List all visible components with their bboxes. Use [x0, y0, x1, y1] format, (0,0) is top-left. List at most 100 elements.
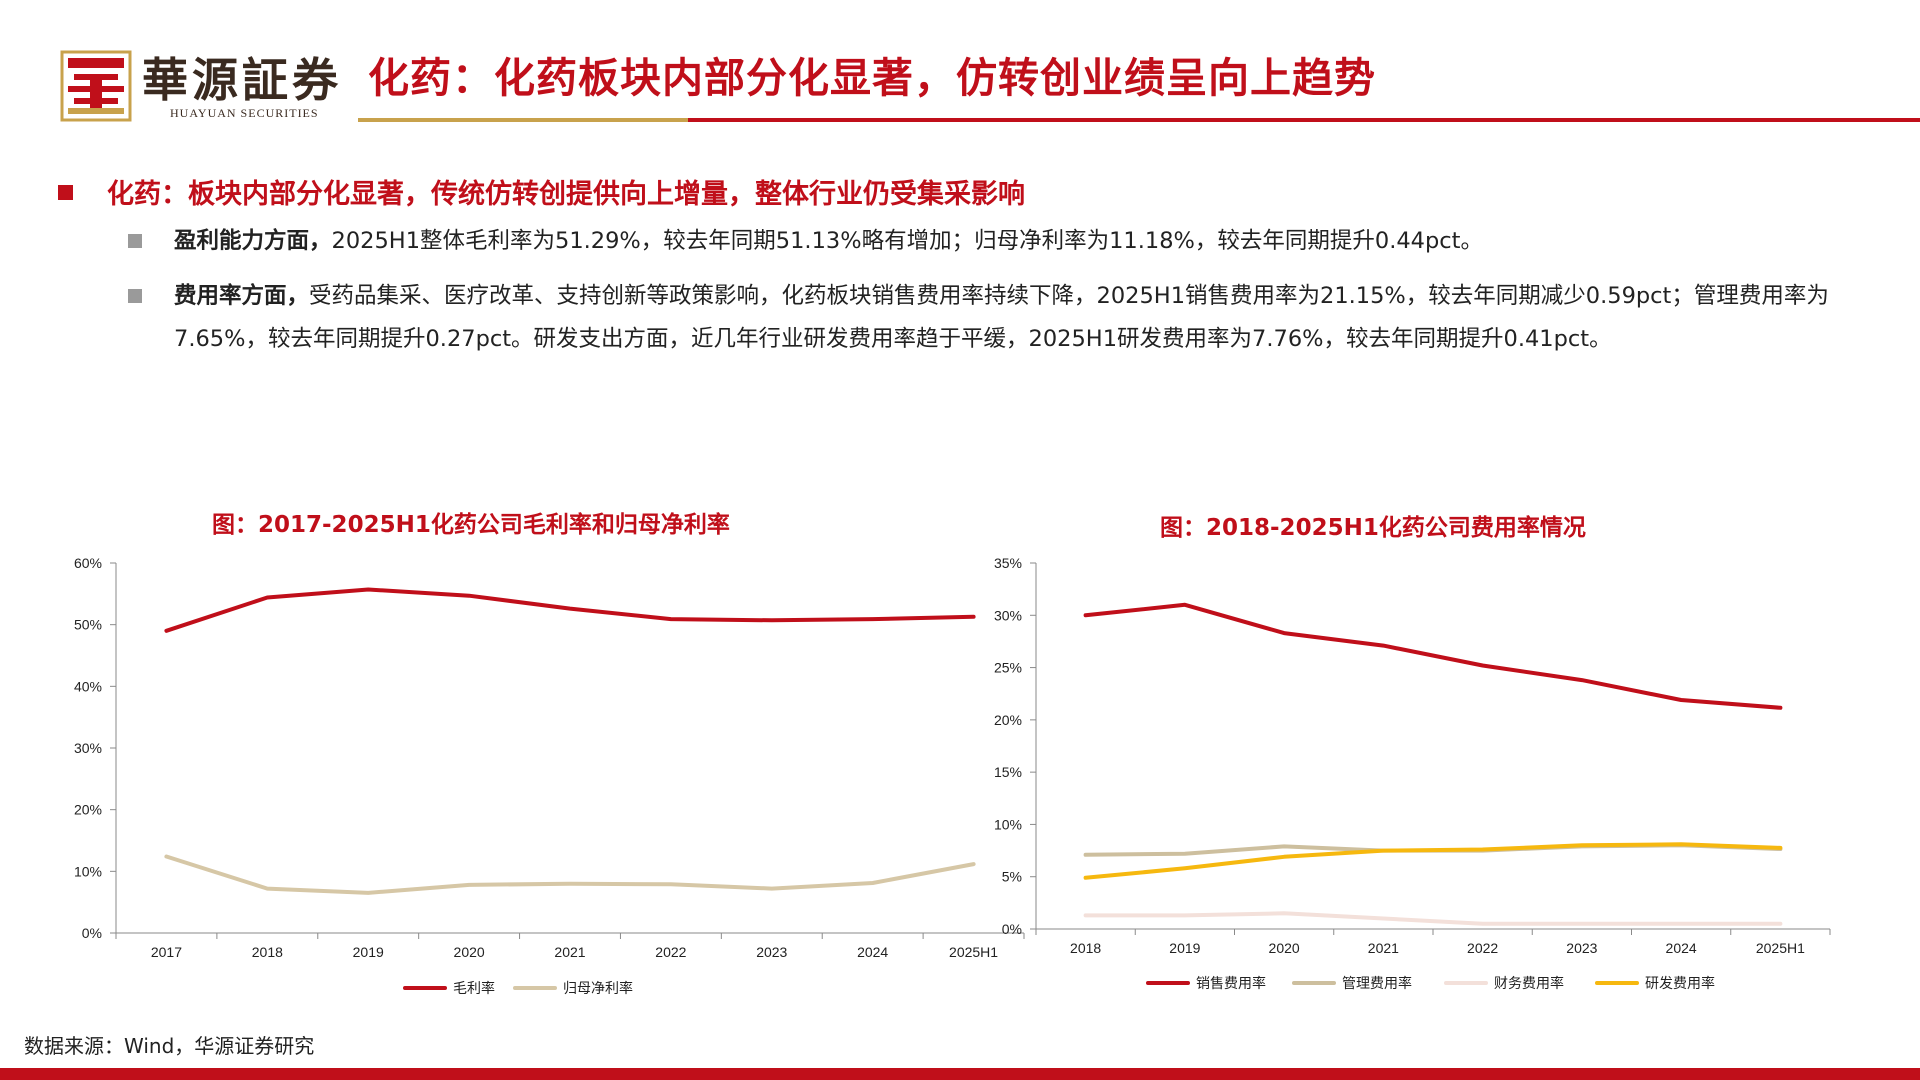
- chart2-data-point: [1778, 846, 1782, 850]
- chart1-data-point: [366, 891, 370, 895]
- chart2-data-point: [1084, 613, 1088, 617]
- chart2-data-point: [1282, 631, 1286, 635]
- point-label: 费用率方面，: [174, 283, 310, 309]
- chart2-y-tick-label: 10%: [994, 816, 1022, 832]
- chart2-data-point: [1183, 852, 1187, 856]
- chart1-data-point: [770, 887, 774, 891]
- chart1-x-tick-label: 2020: [454, 944, 485, 960]
- point-profitability: 盈利能力方面，2025H1整体毛利率为51.29%，较去年同期51.13%略有增…: [128, 220, 1888, 263]
- point-text: 2025H1整体毛利率为51.29%，较去年同期51.13%略有增加；归母净利率…: [331, 228, 1483, 254]
- chart1-y-tick-label: 30%: [74, 740, 102, 756]
- chart1-y-tick-label: 60%: [74, 555, 102, 571]
- chart1-x-tick-label: 2022: [655, 944, 686, 960]
- chart2-y-tick-label: 25%: [994, 660, 1022, 676]
- chart2-data-point: [1481, 847, 1485, 852]
- section-heading: 化药：板块内部分化显著，传统仿转创提供向上增量，整体行业仍受集采影响: [58, 172, 1025, 211]
- bullet-square-icon: [128, 289, 142, 303]
- chart2-x-tick-label: 2024: [1666, 940, 1697, 956]
- company-logo: 華源証券 HUAYUAN SECURITIES: [60, 50, 350, 122]
- chart2-data-point: [1183, 603, 1187, 607]
- chart2-legend-label: 研发费用率: [1645, 975, 1715, 992]
- title-divider-gold: [358, 118, 688, 122]
- chart2-data-point: [1084, 876, 1088, 880]
- chart1-data-point: [568, 607, 572, 611]
- page-title: 化药：化药板块内部分化显著，仿转创业绩呈向上趋势: [368, 54, 1376, 102]
- chart1-legend-label: 毛利率: [453, 980, 495, 997]
- chart1-x-tick-label: 2024: [857, 944, 888, 960]
- chart1-x-tick-label: 2018: [252, 944, 283, 960]
- chart1-data-point: [669, 617, 673, 621]
- chart2-data-point: [1778, 922, 1782, 926]
- chart1-data-point: [265, 887, 269, 891]
- chart2-data-point: [1679, 842, 1683, 846]
- chart2-data-point: [1580, 678, 1584, 682]
- chart1-data-point: [971, 862, 976, 866]
- point-expense-ratio: 费用率方面，受药品集采、医疗改革、支持创新等政策影响，化药板块销售费用率持续下降…: [128, 275, 1888, 361]
- chart2-x-tick-label: 2020: [1269, 940, 1300, 956]
- chart2-data-point: [1580, 922, 1584, 926]
- chart2-y-tick-label: 5%: [1002, 869, 1022, 885]
- chart-title-expense-ratios: 图：2018-2025H1化药公司费用率情况: [1160, 515, 1586, 541]
- data-source-note: 数据来源：Wind，华源证券研究: [24, 1034, 315, 1058]
- chart1-data-point: [164, 629, 169, 633]
- chart1-y-tick-label: 40%: [74, 678, 102, 694]
- chart2-data-point: [1381, 916, 1385, 921]
- chart2-data-point: [1282, 844, 1286, 848]
- chart2-x-tick-label: 2022: [1467, 940, 1498, 956]
- chart1-data-point: [971, 615, 976, 619]
- chart1-data-point: [467, 594, 471, 598]
- chart2-y-tick-label: 0%: [1002, 921, 1022, 937]
- seal-icon: [60, 50, 132, 122]
- chart2-data-point: [1282, 911, 1286, 915]
- point-text: 受药品集采、医疗改革、支持创新等政策影响，化药板块销售费用率持续下降，2025H…: [174, 283, 1829, 352]
- chart1-x-tick-label: 2023: [756, 944, 787, 960]
- chart2-legend-label: 管理费用率: [1342, 975, 1412, 992]
- chart2-data-point: [1481, 663, 1485, 668]
- chart2-legend-label: 财务费用率: [1494, 975, 1564, 992]
- chart2-data-point: [1084, 853, 1088, 857]
- chart2-data-point: [1381, 644, 1385, 648]
- chart1-data-point: [366, 587, 370, 592]
- chart1-legend-label: 归母净利率: [563, 980, 633, 997]
- title-divider-red: [688, 118, 1920, 122]
- chart1-y-tick-label: 50%: [74, 617, 102, 633]
- bullet-square-icon: [128, 234, 142, 248]
- chart1-y-tick-label: 10%: [74, 863, 102, 879]
- chart2-legend-label: 销售费用率: [1196, 975, 1266, 992]
- section-heading-text: 化药：板块内部分化显著，传统仿转创提供向上增量，整体行业仍受集采影响: [107, 179, 1025, 210]
- chart1-data-point: [871, 881, 875, 885]
- chart1-data-point: [669, 882, 673, 886]
- logo-chinese-name: 華源証券: [142, 53, 342, 107]
- chart2-x-tick-label: 2019: [1169, 940, 1200, 956]
- logo-english-name: HUAYUAN SECURITIES: [170, 106, 319, 120]
- chart2-data-point: [1381, 848, 1385, 853]
- bullet-square-icon: [58, 185, 73, 200]
- chart1-y-tick-label: 0%: [82, 925, 102, 941]
- bottom-bar: [0, 1068, 1920, 1080]
- chart1-series-line: [164, 854, 976, 895]
- chart2-data-point: [1580, 843, 1584, 847]
- chart2-x-tick-label: 2021: [1368, 940, 1399, 956]
- chart1-x-tick-label: 2019: [353, 944, 384, 960]
- chart1-x-tick-label: 2017: [151, 944, 182, 960]
- chart1-data-point: [770, 618, 774, 622]
- chart2-y-tick-label: 20%: [994, 712, 1022, 728]
- chart1-data-point: [467, 883, 471, 887]
- chart1-data-point: [871, 617, 875, 621]
- chart2-data-point: [1084, 913, 1088, 918]
- chart-title-margins: 图：2017-2025H1化药公司毛利率和归母净利率: [212, 512, 730, 538]
- chart2-series-line: [1083, 602, 1783, 710]
- chart2-series-line: [1083, 911, 1783, 926]
- chart2-data-point: [1183, 913, 1187, 918]
- chart2-data-point: [1679, 922, 1683, 926]
- chart2-x-tick-label: 2025H1: [1756, 940, 1805, 956]
- chart1-x-tick-label: 2021: [554, 944, 585, 960]
- chart2-y-tick-label: 30%: [994, 607, 1022, 623]
- point-label: 盈利能力方面，: [174, 228, 332, 254]
- chart1-x-tick-label: 2025H1: [949, 944, 998, 960]
- chart1-data-point: [265, 595, 269, 600]
- chart2-data-point: [1282, 855, 1286, 859]
- chart2-x-tick-label: 2018: [1070, 940, 1101, 956]
- chart2-data-point: [1183, 866, 1187, 870]
